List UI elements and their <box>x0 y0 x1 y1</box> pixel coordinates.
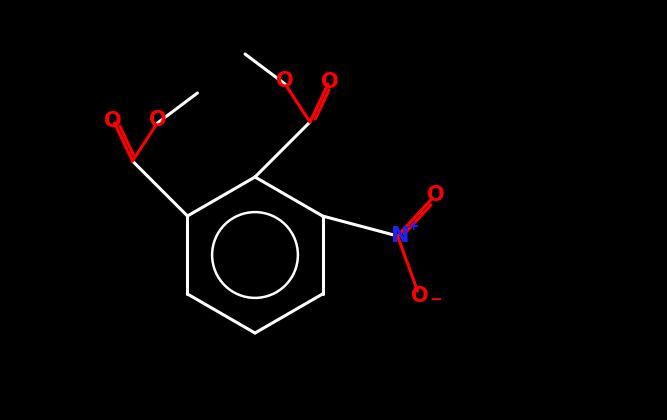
Text: O: O <box>149 110 166 130</box>
Text: O: O <box>411 286 428 306</box>
Text: O: O <box>427 185 444 205</box>
Text: O: O <box>103 111 121 131</box>
Text: +: + <box>408 219 420 233</box>
Text: O: O <box>321 72 339 92</box>
Text: N: N <box>392 226 410 246</box>
Text: −: − <box>429 291 442 307</box>
Text: O: O <box>276 71 293 91</box>
